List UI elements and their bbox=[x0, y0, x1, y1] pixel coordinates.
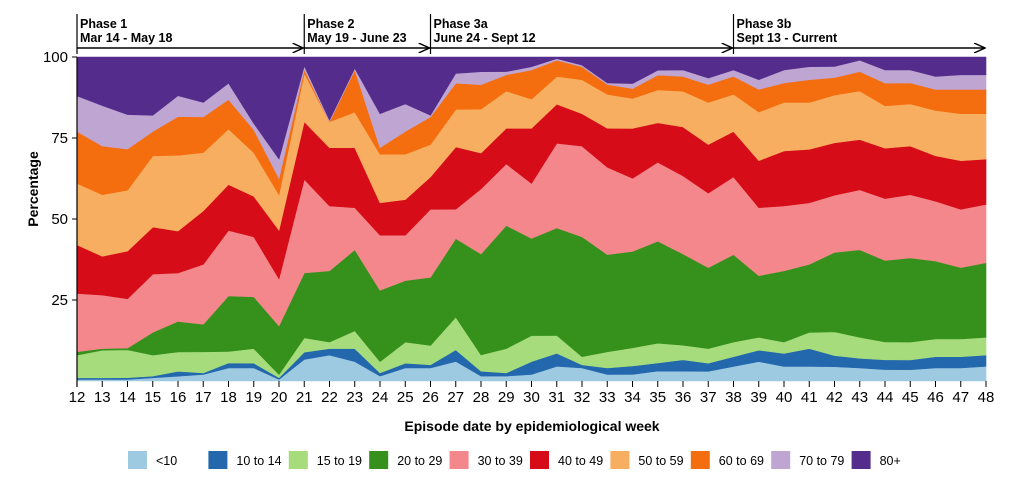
x-tick-label: 35 bbox=[649, 389, 666, 406]
y-tick-label: 75 bbox=[51, 130, 68, 147]
x-axis-title: Episode date by epidemiological week bbox=[404, 418, 659, 434]
x-tick-label: 31 bbox=[548, 389, 565, 406]
legend-label: 70 to 79 bbox=[799, 454, 844, 468]
x-tick-label: 17 bbox=[195, 389, 212, 406]
legend-swatch bbox=[449, 451, 469, 469]
legend-label: 80+ bbox=[880, 454, 901, 468]
phase-name: Phase 1 bbox=[80, 17, 127, 31]
phase-dates: May 19 - June 23 bbox=[307, 31, 406, 45]
x-tick-label: 30 bbox=[523, 389, 540, 406]
legend: <10 10 to 14 15 to 19 20 to 29 30 to 39 40 to… bbox=[128, 451, 901, 469]
x-tick-label: 42 bbox=[826, 389, 843, 406]
y-tick-label: 25 bbox=[51, 292, 68, 309]
x-tick-label: 20 bbox=[271, 389, 288, 406]
legend-swatch bbox=[771, 451, 791, 469]
y-tick-label: 100 bbox=[43, 49, 68, 66]
phase-dates: Sept 13 - Current bbox=[737, 31, 839, 45]
legend-label: 60 to 69 bbox=[719, 454, 764, 468]
x-tick-label: 36 bbox=[675, 389, 692, 406]
legend-swatch bbox=[851, 451, 871, 469]
x-tick-label: 27 bbox=[447, 389, 464, 406]
y-tick-label: 50 bbox=[51, 211, 68, 228]
x-tick-label: 32 bbox=[574, 389, 591, 406]
x-tick-label: 18 bbox=[220, 389, 237, 406]
x-tick-label: 14 bbox=[119, 389, 136, 406]
x-tick-label: 16 bbox=[170, 389, 187, 406]
legend-swatch bbox=[369, 451, 389, 469]
x-tick-label: 38 bbox=[725, 389, 742, 406]
legend-label: 15 to 19 bbox=[317, 454, 362, 468]
area-layers bbox=[76, 56, 987, 382]
legend-label: <10 bbox=[156, 454, 177, 468]
x-tick-label: 22 bbox=[321, 389, 338, 406]
x-tick-label: 26 bbox=[422, 389, 439, 406]
x-tick-label: 15 bbox=[144, 389, 161, 406]
x-tick-label: 24 bbox=[372, 389, 389, 406]
x-tick-label: 29 bbox=[498, 389, 515, 406]
x-tick-label: 41 bbox=[801, 389, 818, 406]
x-tick-label: 19 bbox=[245, 389, 262, 406]
x-tick-label: 39 bbox=[750, 389, 767, 406]
y-axis-title: Percentage bbox=[25, 151, 41, 227]
x-tick-label: 21 bbox=[296, 389, 313, 406]
x-tick-label: 37 bbox=[700, 389, 717, 406]
legend-label: 50 to 59 bbox=[638, 454, 683, 468]
x-tick-label: 47 bbox=[952, 389, 969, 406]
legend-label: 30 to 39 bbox=[478, 454, 523, 468]
x-tick-label: 34 bbox=[624, 389, 641, 406]
phase-dates: Mar 14 - May 18 bbox=[80, 31, 172, 45]
x-tick-label: 45 bbox=[902, 389, 919, 406]
x-tick-label: 40 bbox=[776, 389, 793, 406]
phase-name: Phase 3a bbox=[434, 17, 489, 31]
x-tick-label: 23 bbox=[346, 389, 363, 406]
x-tick-label: 48 bbox=[978, 389, 995, 406]
phase-name: Phase 2 bbox=[307, 17, 354, 31]
x-tick-label: 25 bbox=[397, 389, 414, 406]
legend-swatch bbox=[610, 451, 630, 469]
legend-swatch bbox=[288, 451, 308, 469]
x-tick-label: 13 bbox=[94, 389, 111, 406]
x-tick-label: 33 bbox=[599, 389, 616, 406]
legend-swatch bbox=[128, 451, 147, 469]
x-tick-label: 44 bbox=[877, 389, 894, 406]
phase-dates: June 24 - Sept 12 bbox=[434, 31, 536, 45]
axes: 25 50 75 100 12 13 14 15 16 17 18 19 20 21 22 23 24 25 26 2… bbox=[43, 49, 994, 406]
legend-label: 20 to 29 bbox=[397, 454, 442, 468]
legend-label: 40 to 49 bbox=[558, 454, 603, 468]
x-tick-label: 46 bbox=[927, 389, 944, 406]
area-series-9 bbox=[76, 56, 987, 160]
x-tick-label: 12 bbox=[69, 389, 86, 406]
x-tick-label: 43 bbox=[851, 389, 868, 406]
legend-swatch bbox=[690, 451, 710, 469]
legend-label: 10 to 14 bbox=[236, 454, 281, 468]
phase-name: Phase 3b bbox=[737, 17, 792, 31]
x-tick-label: 28 bbox=[473, 389, 490, 406]
legend-swatch bbox=[208, 451, 228, 469]
legend-swatch bbox=[530, 451, 549, 469]
